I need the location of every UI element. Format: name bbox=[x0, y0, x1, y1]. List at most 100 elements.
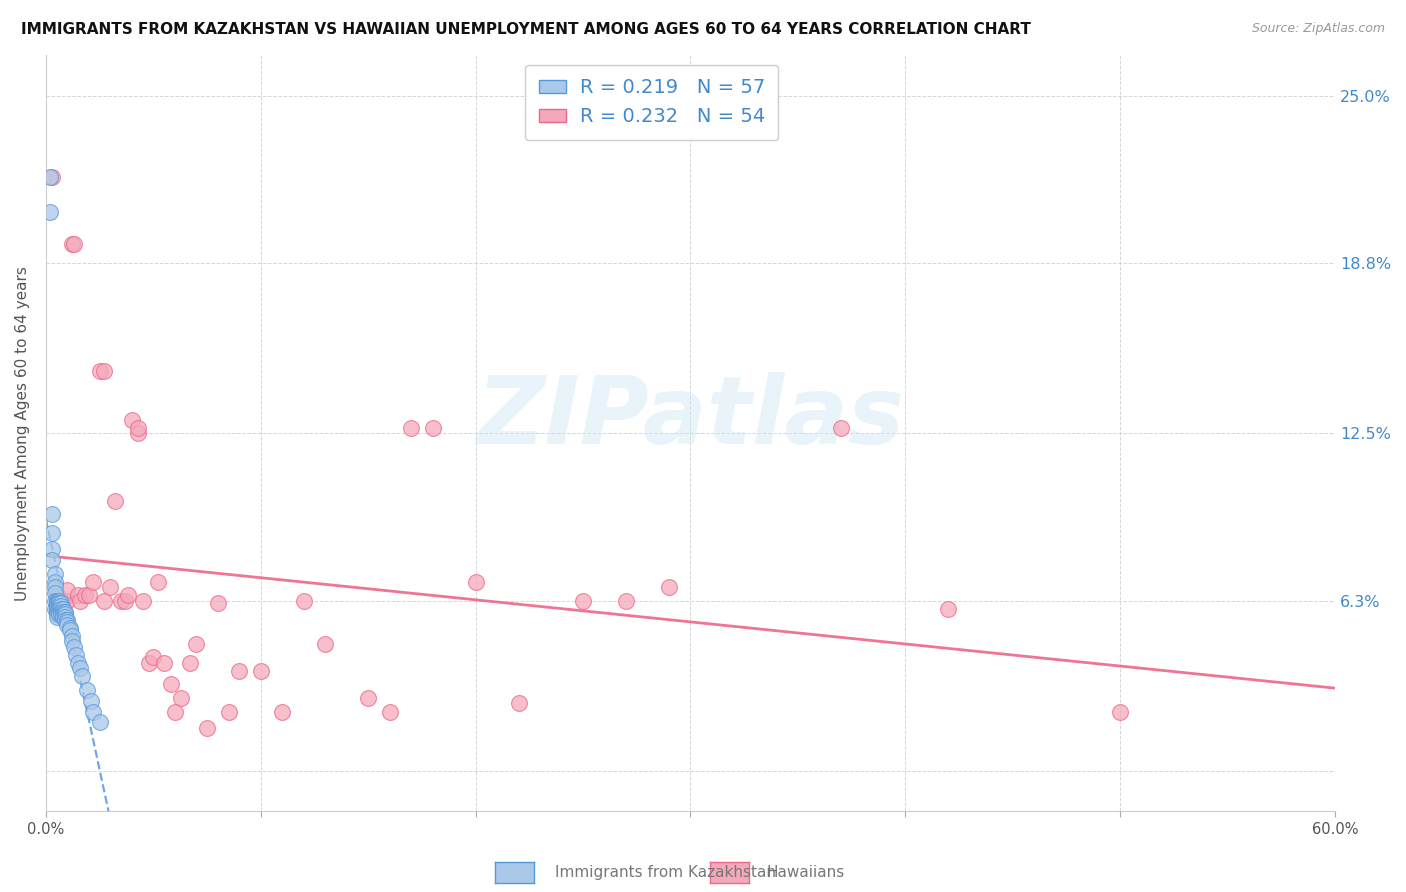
Point bbox=[82, 574, 104, 589]
Text: Immigrants from Kazakhstan: Immigrants from Kazakhstan bbox=[555, 865, 776, 880]
Point bbox=[100, 580, 122, 594]
Point bbox=[195, 721, 218, 735]
Point bbox=[73, 588, 96, 602]
Point bbox=[45, 605, 67, 619]
Point bbox=[93, 593, 115, 607]
Point bbox=[110, 593, 132, 607]
Point bbox=[56, 615, 79, 630]
Point bbox=[1109, 705, 1132, 719]
Point bbox=[104, 493, 127, 508]
Point bbox=[52, 605, 75, 619]
Point bbox=[271, 705, 294, 719]
Point bbox=[153, 656, 176, 670]
Point bbox=[93, 364, 115, 378]
Point bbox=[830, 421, 852, 435]
Point bbox=[82, 705, 104, 719]
Point bbox=[53, 613, 76, 627]
Point bbox=[89, 715, 111, 730]
Point bbox=[228, 664, 250, 678]
Point bbox=[45, 593, 67, 607]
Point bbox=[80, 694, 103, 708]
Point bbox=[179, 656, 201, 670]
Point bbox=[72, 669, 94, 683]
Point bbox=[48, 599, 70, 614]
Point bbox=[48, 597, 70, 611]
Point bbox=[127, 426, 149, 441]
Point bbox=[49, 607, 72, 622]
Point bbox=[67, 656, 90, 670]
Point bbox=[44, 593, 66, 607]
Point bbox=[159, 677, 181, 691]
Point bbox=[218, 705, 240, 719]
Text: IMMIGRANTS FROM KAZAKHSTAN VS HAWAIIAN UNEMPLOYMENT AMONG AGES 60 TO 64 YEARS CO: IMMIGRANTS FROM KAZAKHSTAN VS HAWAIIAN U… bbox=[21, 22, 1031, 37]
Point bbox=[60, 634, 83, 648]
Point bbox=[41, 542, 63, 557]
Point bbox=[170, 691, 193, 706]
Point bbox=[63, 237, 86, 252]
Point bbox=[138, 656, 160, 670]
Point bbox=[131, 593, 153, 607]
Point bbox=[52, 593, 75, 607]
Point bbox=[48, 593, 70, 607]
Text: ZIPatlas: ZIPatlas bbox=[477, 372, 904, 464]
Point bbox=[936, 602, 959, 616]
Point bbox=[45, 597, 67, 611]
Point bbox=[52, 610, 75, 624]
Point bbox=[63, 640, 86, 654]
Point bbox=[614, 593, 637, 607]
Point bbox=[45, 602, 67, 616]
Point bbox=[52, 602, 75, 616]
Point bbox=[41, 169, 63, 184]
Point bbox=[142, 650, 165, 665]
Point bbox=[44, 566, 66, 581]
Point bbox=[39, 204, 62, 219]
Point bbox=[357, 691, 380, 706]
Point bbox=[378, 705, 401, 719]
Point bbox=[292, 593, 315, 607]
Point bbox=[53, 607, 76, 622]
Text: Hawaiians: Hawaiians bbox=[766, 865, 845, 880]
Point bbox=[45, 599, 67, 614]
Point bbox=[56, 613, 79, 627]
Point bbox=[77, 588, 100, 602]
Point bbox=[48, 597, 70, 611]
Point bbox=[44, 574, 66, 589]
Point bbox=[49, 599, 72, 614]
Point bbox=[53, 605, 76, 619]
Point bbox=[48, 602, 70, 616]
Point bbox=[69, 661, 91, 675]
Point bbox=[67, 588, 90, 602]
Text: Source: ZipAtlas.com: Source: ZipAtlas.com bbox=[1251, 22, 1385, 36]
Point bbox=[114, 593, 136, 607]
Point bbox=[49, 593, 72, 607]
Point bbox=[45, 597, 67, 611]
Point bbox=[59, 624, 82, 638]
Y-axis label: Unemployment Among Ages 60 to 64 years: Unemployment Among Ages 60 to 64 years bbox=[15, 266, 30, 600]
Point bbox=[56, 618, 79, 632]
Point bbox=[89, 364, 111, 378]
Point bbox=[53, 610, 76, 624]
Point bbox=[60, 629, 83, 643]
Point bbox=[44, 602, 66, 616]
Point bbox=[658, 580, 681, 594]
Point bbox=[249, 664, 271, 678]
Point bbox=[45, 610, 67, 624]
Point bbox=[163, 705, 186, 719]
Point bbox=[60, 237, 83, 252]
Point bbox=[186, 637, 208, 651]
Point bbox=[44, 580, 66, 594]
Point bbox=[464, 574, 486, 589]
Point bbox=[41, 553, 63, 567]
Point bbox=[45, 593, 67, 607]
Point bbox=[49, 602, 72, 616]
Point bbox=[45, 607, 67, 622]
Point bbox=[48, 607, 70, 622]
Point bbox=[69, 593, 91, 607]
Legend: R = 0.219   N = 57, R = 0.232   N = 54: R = 0.219 N = 57, R = 0.232 N = 54 bbox=[526, 65, 779, 140]
Point bbox=[314, 637, 336, 651]
Point bbox=[56, 582, 79, 597]
Point bbox=[146, 574, 169, 589]
Point bbox=[127, 421, 149, 435]
Point bbox=[41, 526, 63, 541]
Point bbox=[399, 421, 422, 435]
